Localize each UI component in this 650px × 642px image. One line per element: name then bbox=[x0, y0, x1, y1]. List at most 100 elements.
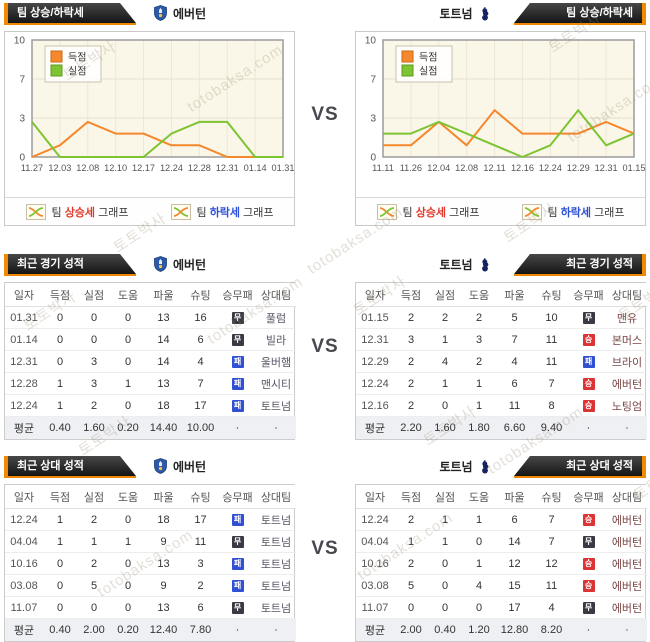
column-header: 도움 bbox=[111, 283, 145, 307]
table-row: 12.16 2 0 1 11 8 승 노팅엄 bbox=[356, 394, 647, 417]
opponent-name: 빌라 bbox=[256, 328, 296, 351]
fall-graph-label: 팀 하락세 그래프 bbox=[547, 206, 625, 219]
trend-chart-panel-everton: 0 3 7 10 11.27 12.03 12.08 12.10 12.17 12.24 12.28… bbox=[4, 31, 295, 226]
result-badge-win: 승 bbox=[582, 333, 595, 346]
section-banner: 팀 상승/하락세 bbox=[514, 3, 646, 23]
svg-text:0: 0 bbox=[19, 153, 25, 164]
table-row: 12.24 1 2 0 18 17 패 토트넘 bbox=[5, 394, 296, 417]
trend-panel-tottenham: 팀 상승/하락세 토트넘 0 3 7 10 11.11 11.26 12.04 12.08 12… bbox=[355, 3, 646, 226]
opponent-name: 토트넘 bbox=[256, 530, 296, 553]
trend-chart-tottenham: 0 3 7 10 11.11 11.26 12.04 12.08 12.11 12.16 12.24… bbox=[356, 32, 646, 197]
everton-crest-icon bbox=[153, 5, 168, 21]
trend-section: 팀 상승/하락세 에버턴 0 3 7 10 11.27 12.03 12.08 12.10 12… bbox=[0, 3, 650, 226]
svg-text:0: 0 bbox=[370, 153, 376, 164]
opponent-name: 에버턴 bbox=[607, 596, 647, 619]
svg-text:3: 3 bbox=[19, 114, 25, 125]
stats-table: 일자 득점 실점 도움 파울 슈팅 승무패 상대팀 01.15 2 2 2 5 10 무 맨유 12.31 3 1 3… bbox=[356, 283, 647, 439]
opponent-name: 에버턴 bbox=[607, 508, 647, 531]
column-header: 득점 bbox=[394, 485, 428, 509]
h2h-table-tottenham: 일자 득점 실점 도움 파울 슈팅 승무패 상대팀 12.24 2 1 1 6 7 승 에버턴 04.04 1 1 0… bbox=[355, 484, 647, 642]
table-row: 03.08 5 0 4 15 11 승 에버턴 bbox=[356, 574, 647, 597]
team-header-everton: 에버턴 bbox=[64, 254, 295, 274]
stats-table: 일자 득점 실점 도움 파울 슈팅 승무패 상대팀 01.31 0 0 0 13 16 무 풀럼 01.14 0 0… bbox=[5, 283, 296, 439]
column-header: 슈팅 bbox=[182, 485, 219, 509]
svg-text:12.24: 12.24 bbox=[160, 163, 183, 173]
table-row: 01.14 0 0 0 14 6 무 빌라 bbox=[5, 328, 296, 351]
svg-text:12.29: 12.29 bbox=[567, 163, 590, 173]
column-header: 슈팅 bbox=[533, 283, 570, 307]
column-header: 파울 bbox=[145, 283, 182, 307]
opponent-name: 맨시티 bbox=[256, 372, 296, 395]
average-row: 평균 2.20 1.60 1.80 6.60 9.40 · · bbox=[356, 416, 647, 439]
table-row: 12.29 2 4 2 4 11 패 브라이 bbox=[356, 350, 647, 373]
result-badge-loss: 패 bbox=[231, 557, 244, 570]
opponent-name: 토트넘 bbox=[256, 574, 296, 597]
result-badge-draw: 무 bbox=[231, 311, 244, 324]
column-header: 승무패 bbox=[570, 485, 607, 509]
column-header: 실점 bbox=[428, 485, 462, 509]
team-name: 토트넘 bbox=[439, 459, 473, 474]
average-row: 평균 0.40 2.00 0.20 12.40 7.80 · · bbox=[5, 618, 296, 641]
svg-text:10: 10 bbox=[14, 36, 26, 47]
svg-text:11.26: 11.26 bbox=[400, 163, 422, 173]
result-badge-draw: 무 bbox=[582, 601, 595, 614]
svg-text:12.31: 12.31 bbox=[595, 163, 618, 173]
recent-panel-tottenham: 최근 경기 성적 토트넘 일자 득점 실점 도움 파울 슈팅 승무패 상대팀 01.15 2 2 2 5… bbox=[355, 254, 647, 440]
opponent-name: 토트넘 bbox=[256, 508, 296, 531]
recent-results-table-everton: 일자 득점 실점 도움 파울 슈팅 승무패 상대팀 01.31 0 0 0 13 16 무 풀럼 01.14 0 0… bbox=[4, 282, 296, 440]
svg-text:01.31: 01.31 bbox=[272, 163, 295, 173]
rise-graph-icon bbox=[25, 203, 46, 220]
vs-label-bottom: VS bbox=[311, 538, 339, 559]
team-header-tottenham: 토트넘 bbox=[355, 3, 576, 23]
result-badge-draw: 무 bbox=[582, 535, 595, 548]
opponent-name: 맨유 bbox=[607, 306, 647, 329]
result-badge-win: 승 bbox=[582, 513, 595, 526]
trend-header-right: 팀 상승/하락세 토트넘 bbox=[355, 3, 646, 31]
team-header-everton: 에버턴 bbox=[64, 456, 295, 476]
banner-underline bbox=[514, 476, 646, 478]
result-badge-win: 승 bbox=[582, 579, 595, 592]
team-name: 토트넘 bbox=[439, 257, 473, 272]
column-header: 도움 bbox=[111, 485, 145, 509]
fall-graph-label: 팀 하락세 그래프 bbox=[196, 206, 274, 219]
result-badge-win: 승 bbox=[582, 377, 595, 390]
rise-graph-legend: 팀 상승세 그래프 bbox=[376, 203, 480, 220]
h2h-table-everton: 일자 득점 실점 도움 파울 슈팅 승무패 상대팀 12.24 1 2 0 18 17 패 토트넘 04.04 1… bbox=[4, 484, 296, 642]
svg-text:01.15: 01.15 bbox=[623, 163, 646, 173]
section-banner: 최근 상대 성적 bbox=[4, 456, 136, 476]
graph-legend-strip: 팀 상승세 그래프 팀 하락세 그래프 bbox=[5, 197, 294, 225]
table-row: 12.24 2 1 1 6 7 승 에버턴 bbox=[356, 508, 647, 531]
svg-text:7: 7 bbox=[370, 75, 376, 86]
table-row: 03.08 0 5 0 9 2 패 토트넘 bbox=[5, 574, 296, 597]
vs-label-top: VS bbox=[311, 103, 339, 125]
column-header: 파울 bbox=[496, 485, 533, 509]
section-banner: 최근 상대 성적 bbox=[514, 456, 646, 476]
column-header: 상대팀 bbox=[256, 485, 296, 509]
svg-text:12.11: 12.11 bbox=[483, 163, 505, 173]
team-header-tottenham: 토트넘 bbox=[355, 254, 576, 274]
rise-graph-legend: 팀 상승세 그래프 bbox=[25, 203, 129, 220]
table-row: 01.15 2 2 2 5 10 무 맨유 bbox=[356, 306, 647, 329]
banner-underline bbox=[4, 476, 136, 478]
svg-text:11.11: 11.11 bbox=[372, 163, 394, 173]
svg-text:득점: 득점 bbox=[419, 52, 437, 64]
result-badge-draw: 무 bbox=[231, 333, 244, 346]
column-header: 상대팀 bbox=[607, 283, 647, 307]
svg-text:12.10: 12.10 bbox=[104, 163, 127, 173]
table-row: 04.04 1 1 1 9 11 무 토트넘 bbox=[5, 530, 296, 553]
opponent-name: 토트넘 bbox=[256, 552, 296, 575]
result-badge-loss: 패 bbox=[582, 355, 595, 368]
svg-text:12.03: 12.03 bbox=[48, 163, 71, 173]
result-badge-draw: 무 bbox=[582, 311, 595, 324]
rise-graph-label: 팀 상승세 그래프 bbox=[402, 206, 480, 219]
section-banner: 최근 경기 성적 bbox=[514, 254, 646, 274]
column-header: 실점 bbox=[77, 283, 111, 307]
graph-legend-strip: 팀 상승세 그래프 팀 하락세 그래프 bbox=[356, 197, 645, 225]
column-header: 파울 bbox=[496, 283, 533, 307]
svg-text:7: 7 bbox=[19, 75, 25, 86]
opponent-name: 브라이 bbox=[607, 350, 647, 373]
table-row: 12.31 3 1 3 7 11 승 본머스 bbox=[356, 328, 647, 351]
tottenham-crest-icon bbox=[478, 5, 492, 21]
svg-text:12.04: 12.04 bbox=[427, 163, 450, 173]
team-name: 에버턴 bbox=[172, 257, 207, 272]
